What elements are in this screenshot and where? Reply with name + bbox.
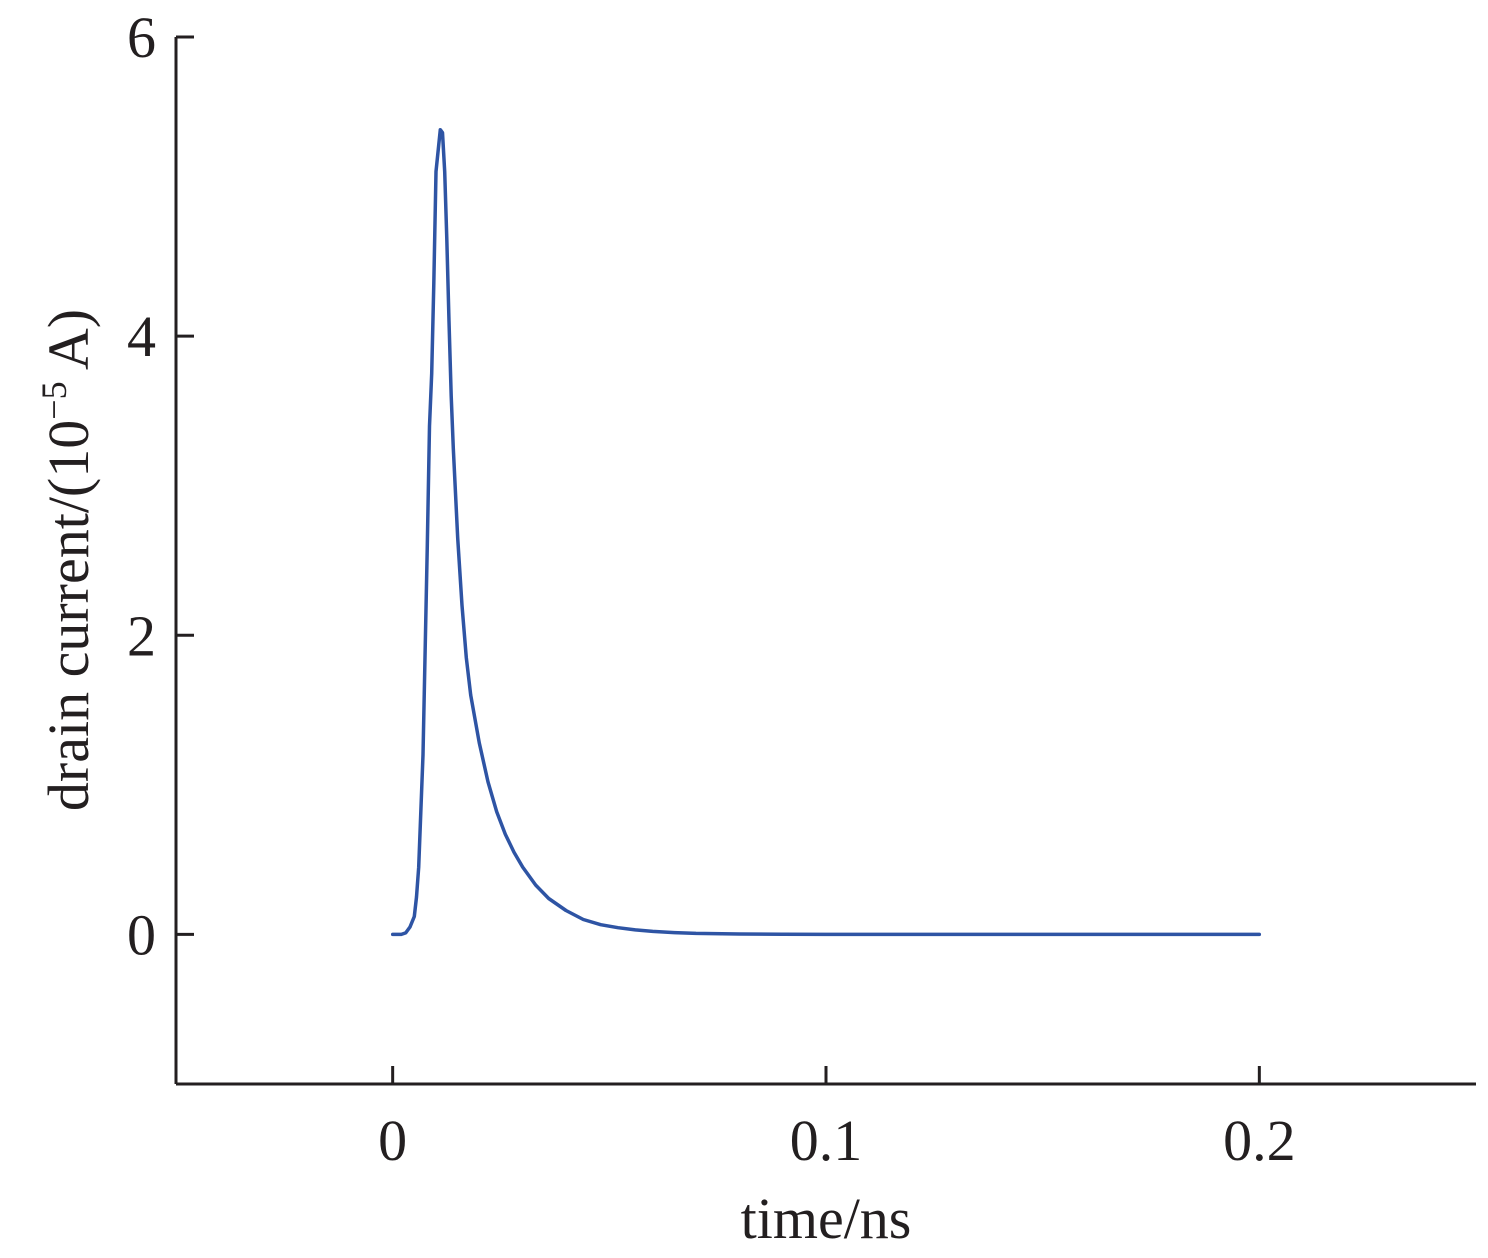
y-axis-title-exponent: −5 <box>34 381 74 419</box>
x-tick-label: 0.1 <box>790 1108 863 1173</box>
y-axis-title-main: drain current/(10 <box>36 420 101 811</box>
y-tick-label: 0 <box>127 902 156 967</box>
y-axis-title-unit: A) <box>36 309 101 382</box>
axes <box>174 37 1476 1086</box>
y-tick-label: 6 <box>127 5 156 70</box>
y-axis-ticks: 0 2 4 6 <box>127 5 194 967</box>
y-axis-title: drain current/(10−5 A) <box>34 309 101 811</box>
plot-area <box>390 127 1262 937</box>
x-tick-label: 0 <box>378 1108 407 1173</box>
series-line <box>390 127 1262 937</box>
y-tick-label: 2 <box>127 603 156 668</box>
y-tick-label: 4 <box>127 304 156 369</box>
x-tick-label: 0.2 <box>1223 1108 1296 1173</box>
x-axis-ticks: 0 0.1 0.2 <box>378 1066 1296 1173</box>
x-axis-title: time/ns <box>741 1186 912 1251</box>
